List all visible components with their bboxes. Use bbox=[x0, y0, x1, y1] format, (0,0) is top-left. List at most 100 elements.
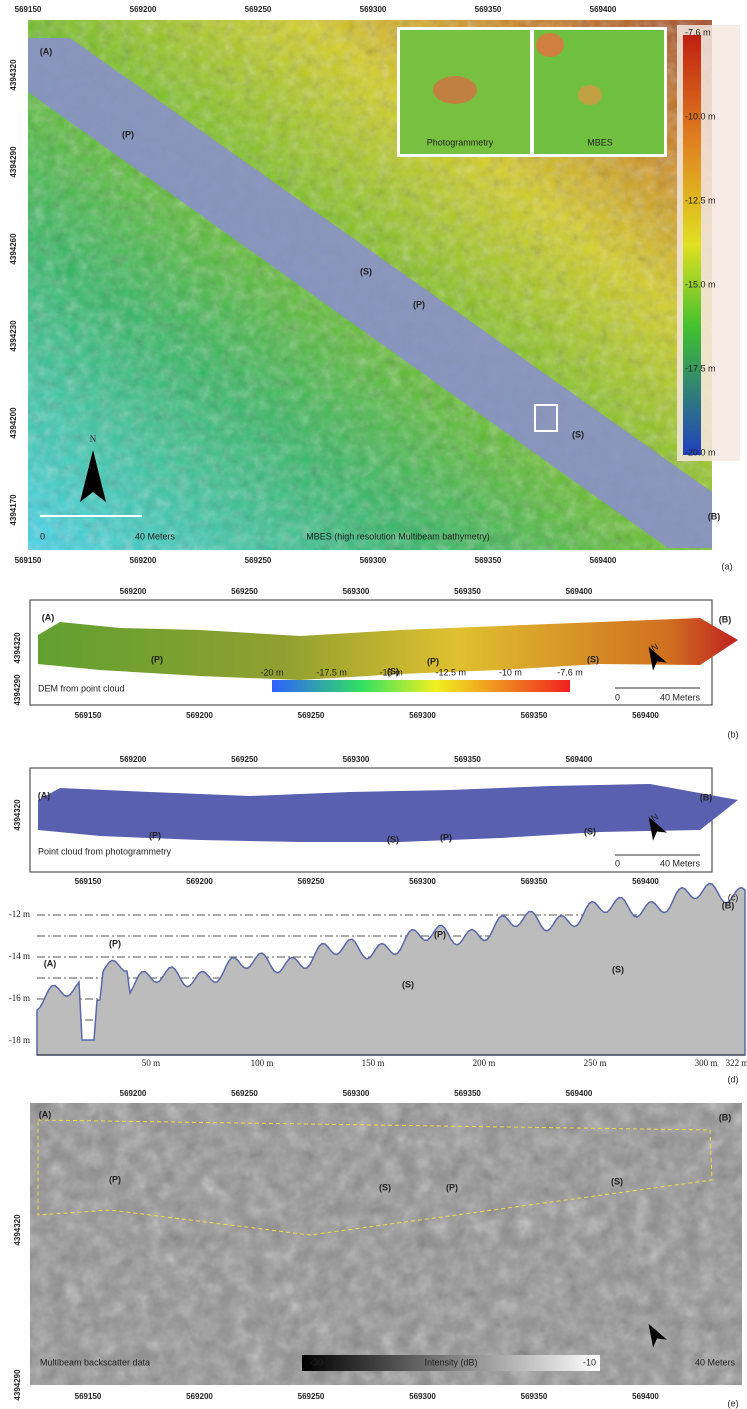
colorbar-label: -10 bbox=[583, 1357, 596, 1367]
x-tick-label: 569150 bbox=[75, 711, 102, 720]
x-tick-label: 569300 bbox=[409, 711, 436, 720]
site-label: (A) bbox=[39, 1109, 52, 1119]
map-caption: Multibeam backscatter data bbox=[40, 1357, 150, 1367]
colorbar-label: -12.5 m bbox=[436, 667, 467, 677]
x-tick-label: 569150 bbox=[75, 1392, 102, 1401]
intensity-colorbar bbox=[302, 1355, 600, 1371]
x-tick-label: 569200 bbox=[186, 877, 213, 886]
y-tick-label: 4394230 bbox=[9, 320, 18, 352]
panel-label: (d) bbox=[728, 1074, 739, 1084]
x-tick-label: 569300 bbox=[360, 556, 387, 565]
x-tick-label: 569250 bbox=[245, 5, 272, 14]
x-tick-label: 569350 bbox=[454, 587, 481, 596]
y-tick-label: 4394290 bbox=[13, 1369, 22, 1401]
north-arrow bbox=[80, 450, 106, 502]
map-caption: MBES (high resolution Multibeam bathymet… bbox=[306, 531, 490, 541]
site-label: (S) bbox=[587, 654, 599, 664]
rock bbox=[433, 76, 477, 104]
panel-label: (b) bbox=[728, 729, 739, 739]
x-tick-label: 569300 bbox=[409, 877, 436, 886]
colorbar-label: -30 bbox=[310, 1357, 323, 1367]
panel-label: (a) bbox=[722, 561, 733, 571]
site-label: (P) bbox=[122, 129, 134, 139]
scale-label: 0 bbox=[40, 531, 45, 541]
map-caption: DEM from point cloud bbox=[38, 683, 125, 693]
site-label: (S) bbox=[402, 979, 414, 989]
y-tick-label: -14 m bbox=[9, 951, 30, 961]
north-label: N bbox=[649, 642, 660, 654]
x-tick-label: 569350 bbox=[454, 1089, 481, 1098]
scale-label: 40 Meters bbox=[695, 1357, 736, 1367]
site-label: (P) bbox=[149, 830, 161, 840]
x-tick-label: 569400 bbox=[590, 5, 617, 14]
scale-label: 40 Meters bbox=[660, 858, 701, 868]
x-tick-label: 569150 bbox=[15, 5, 42, 14]
x-tick-label: 569200 bbox=[120, 1089, 147, 1098]
profile-area bbox=[36, 882, 746, 1056]
inset-label: Photogrammetry bbox=[427, 137, 494, 147]
site-label: (S) bbox=[387, 834, 399, 844]
x-tick-label: 569400 bbox=[632, 1392, 659, 1401]
x-tick-label: 569400 bbox=[566, 1089, 593, 1098]
inset-locator bbox=[534, 404, 558, 432]
x-tick-label: 569350 bbox=[521, 1392, 548, 1401]
site-label: (A) bbox=[44, 958, 57, 968]
x-tick-label: 569400 bbox=[566, 587, 593, 596]
survey-outline bbox=[37, 1119, 713, 1236]
x-tick-label: 569250 bbox=[298, 1392, 325, 1401]
site-label: (B) bbox=[719, 614, 732, 624]
x-tick-label: 569300 bbox=[343, 1089, 370, 1098]
north-label: N bbox=[649, 812, 660, 824]
x-tick-label: 569400 bbox=[632, 877, 659, 886]
x-tick-label: 569400 bbox=[566, 755, 593, 764]
x-tick-label: 569300 bbox=[360, 5, 387, 14]
x-tick-label: 569200 bbox=[130, 5, 157, 14]
profile bbox=[36, 882, 746, 1056]
backscatter-texture bbox=[30, 1103, 742, 1385]
y-tick-label: 4394320 bbox=[13, 632, 22, 664]
x-tick-label: 569200 bbox=[186, 711, 213, 720]
site-label: (S) bbox=[611, 1176, 623, 1186]
panel-label: (e) bbox=[728, 1398, 739, 1408]
colorbar-title: Intensity (dB) bbox=[424, 1357, 477, 1367]
north-arrow bbox=[648, 816, 667, 841]
x-tick-label: 569200 bbox=[130, 556, 157, 565]
site-label: (A) bbox=[40, 46, 53, 56]
x-tick-label: 569350 bbox=[454, 755, 481, 764]
site-label: (B) bbox=[708, 511, 721, 521]
y-tick-label: 4394200 bbox=[9, 407, 18, 439]
x-tick-label: 569250 bbox=[231, 587, 258, 596]
site-label: (B) bbox=[700, 792, 713, 802]
colorbar-label: -15 m bbox=[380, 667, 403, 677]
site-label: (P) bbox=[446, 1182, 458, 1192]
site-label: (A) bbox=[38, 790, 51, 800]
site-label: (P) bbox=[109, 1174, 121, 1184]
site-label: (P) bbox=[151, 654, 163, 664]
rock bbox=[536, 33, 564, 57]
colorbar-label: -10.0 m bbox=[685, 111, 716, 121]
x-tick-label: 569300 bbox=[343, 755, 370, 764]
scale-label: 40 Meters bbox=[660, 692, 701, 702]
dem-strip bbox=[38, 618, 738, 680]
colorbar-label: -7.6 m bbox=[557, 667, 583, 677]
site-label: (B) bbox=[722, 900, 735, 910]
x-tick-label: 569350 bbox=[521, 711, 548, 720]
colorbar-label: -17.5 m bbox=[316, 667, 347, 677]
x-tick-label: 250 m bbox=[584, 1058, 607, 1068]
x-tick-label: 569350 bbox=[475, 5, 502, 14]
site-label: (P) bbox=[427, 656, 439, 666]
x-tick-label: 569250 bbox=[231, 755, 258, 764]
x-tick-label: 569250 bbox=[245, 556, 272, 565]
site-label: (A) bbox=[42, 612, 55, 622]
scale-label: 0 bbox=[615, 692, 620, 702]
x-tick-label: 569400 bbox=[590, 556, 617, 565]
scale-label: 0 bbox=[615, 858, 620, 868]
survey-strip bbox=[28, 38, 712, 548]
site-label: (S) bbox=[360, 266, 372, 276]
x-tick-label: 569350 bbox=[521, 877, 548, 886]
x-tick-label: 569300 bbox=[343, 587, 370, 596]
colorbar-label: -7.6 m bbox=[685, 27, 711, 37]
x-tick-label: 569250 bbox=[231, 1089, 258, 1098]
x-tick-label: 569250 bbox=[298, 877, 325, 886]
